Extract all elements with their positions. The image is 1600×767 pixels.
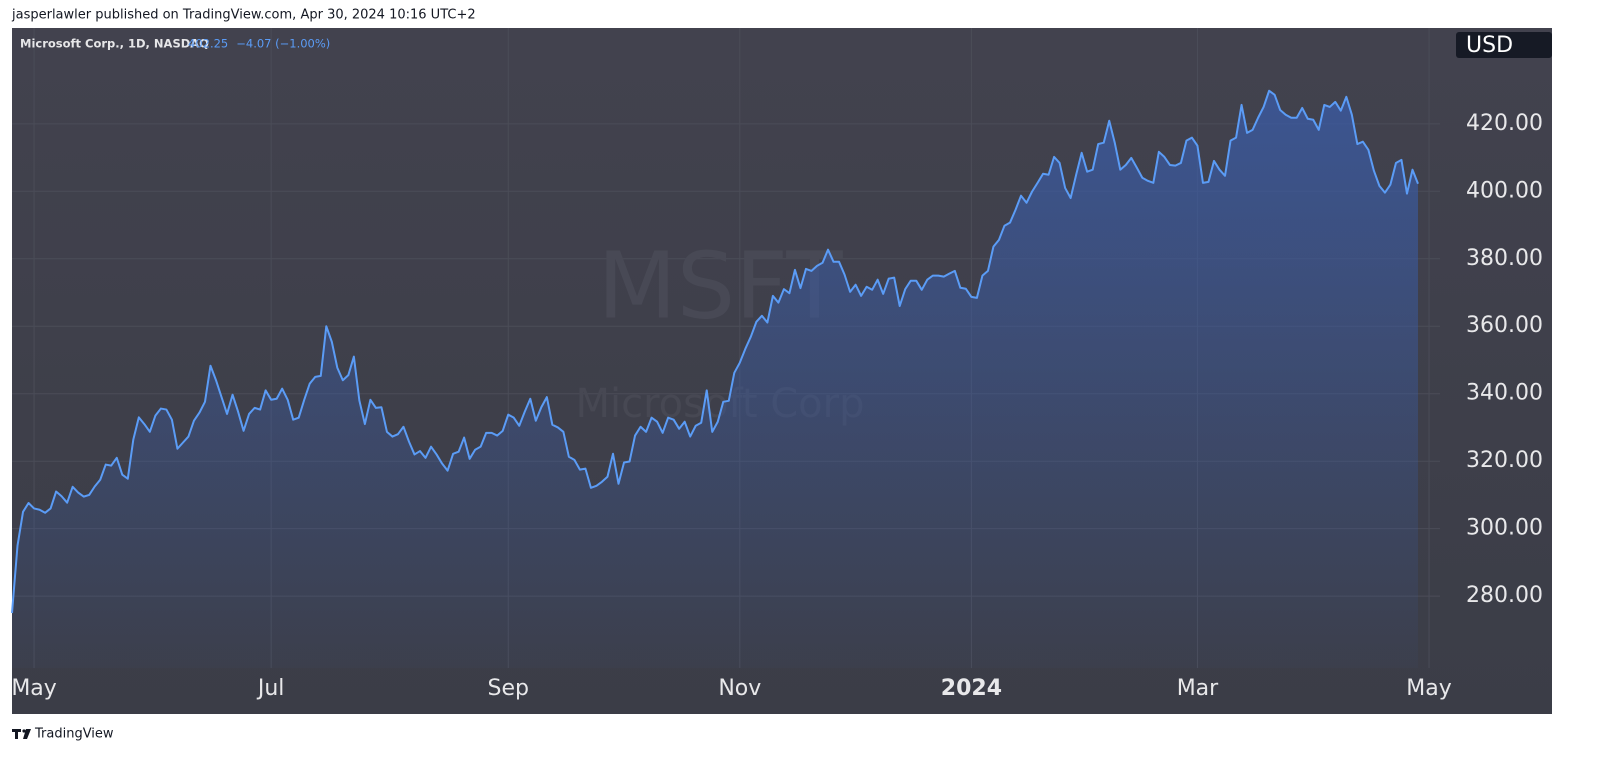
y-tick-label: 280.00 [1466, 583, 1543, 608]
x-tick-label: Mar [1177, 676, 1219, 701]
footer: TradingView [34, 727, 114, 742]
price-line [11, 89, 1419, 614]
area-fill [12, 90, 1418, 668]
legend-change: −4.07 (−1.00%) [236, 37, 330, 51]
legend-price: 402.25 [188, 37, 228, 51]
x-tick-label: May [11, 676, 56, 701]
plot [11, 89, 1419, 668]
y-tick-label: 340.00 [1466, 381, 1543, 406]
x-tick-label: Jul [256, 676, 285, 701]
currency: USD [1466, 33, 1513, 58]
y-tick-label: 320.00 [1466, 448, 1543, 473]
logo [12, 729, 31, 739]
x-tick-label: Sep [488, 676, 529, 701]
x-tick-label: Nov [718, 676, 761, 701]
axes: 280.00 300.00 320.00 340.00 360.00 380.00 400.… [11, 111, 1543, 701]
y-tick-label: 300.00 [1466, 516, 1543, 541]
header: jasperlawler published on TradingView.co… [11, 8, 476, 23]
y-tick-label: 400.00 [1466, 178, 1543, 203]
y-tick-label: 360.00 [1466, 313, 1543, 338]
legend-symbol: Microsoft Corp., 1D, NASDAQ [20, 37, 209, 51]
x-tick-label: May [1406, 676, 1451, 701]
y-tick-label: 380.00 [1466, 246, 1543, 271]
y-tick-label: 420.00 [1466, 111, 1543, 136]
currency-box [1456, 32, 1552, 58]
x-tick-label: 2024 [941, 676, 1002, 701]
